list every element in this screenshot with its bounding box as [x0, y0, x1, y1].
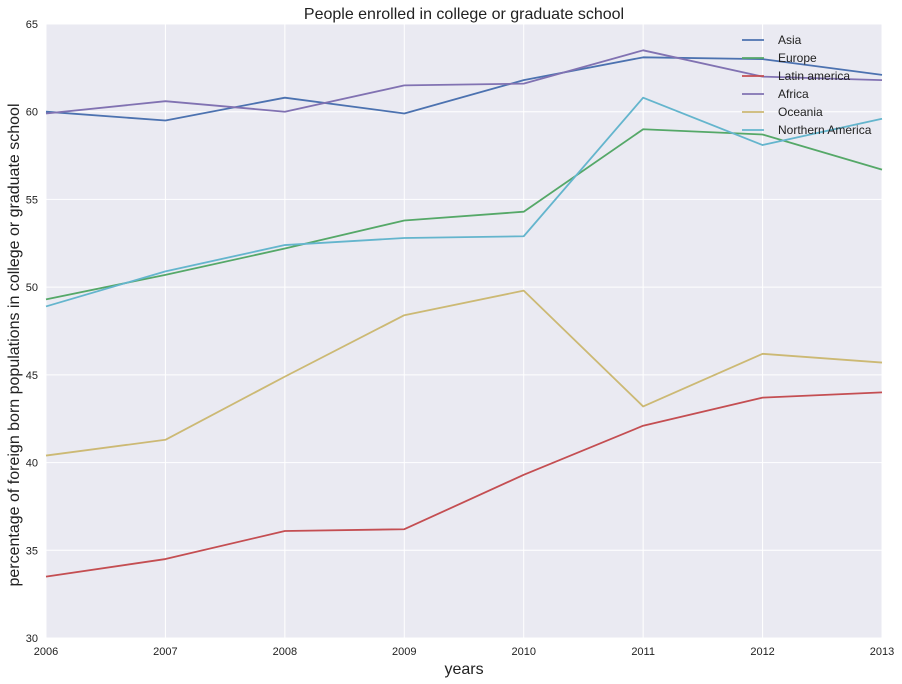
y-tick-label: 65: [26, 19, 38, 31]
x-tick-labels: 2006 2007 2008 2009 2010 2011 2012 2013: [34, 646, 894, 658]
chart-title: People enrolled in college or graduate s…: [304, 6, 624, 23]
series-line-latin-america: [45, 391, 883, 578]
series-line-northern-america: [45, 96, 883, 308]
y-tick-label: 40: [26, 458, 38, 470]
legend-label: Europe: [778, 51, 817, 65]
x-tick-label: 2011: [631, 646, 655, 658]
y-tick-label: 50: [26, 282, 38, 294]
y-axis-label: percentage of foreign born populations i…: [6, 104, 23, 587]
x-tick-label: 2009: [392, 646, 416, 658]
grid-lines: [45, 23, 883, 639]
series-lines: [45, 49, 883, 578]
series-line-africa: [45, 49, 883, 115]
legend: Asia Europe Latin america Africa Oceania Nort…: [742, 33, 872, 137]
x-axis-label: years: [444, 661, 483, 678]
plot-area: [46, 24, 882, 638]
y-tick-label: 60: [26, 107, 38, 119]
x-tick-label: 2008: [273, 646, 297, 658]
y-tick-label: 30: [26, 633, 38, 645]
x-tick-label: 2013: [870, 646, 894, 658]
y-tick-label: 45: [26, 370, 38, 382]
legend-label: Latin america: [778, 69, 850, 83]
legend-label: Northern America: [778, 123, 872, 137]
y-tick-label: 35: [26, 545, 38, 557]
x-tick-label: 2010: [511, 646, 535, 658]
series-line-europe: [45, 128, 883, 301]
x-tick-label: 2006: [34, 646, 58, 658]
legend-label: Oceania: [778, 105, 823, 119]
x-tick-label: 2012: [750, 646, 774, 658]
legend-label: Asia: [778, 33, 802, 47]
legend-label: Africa: [778, 87, 809, 101]
y-tick-labels: 30 35 40 45 50 55 60 65: [26, 19, 38, 645]
y-tick-label: 55: [26, 194, 38, 206]
series-line-oceania: [45, 289, 883, 457]
x-tick-label: 2007: [153, 646, 177, 658]
